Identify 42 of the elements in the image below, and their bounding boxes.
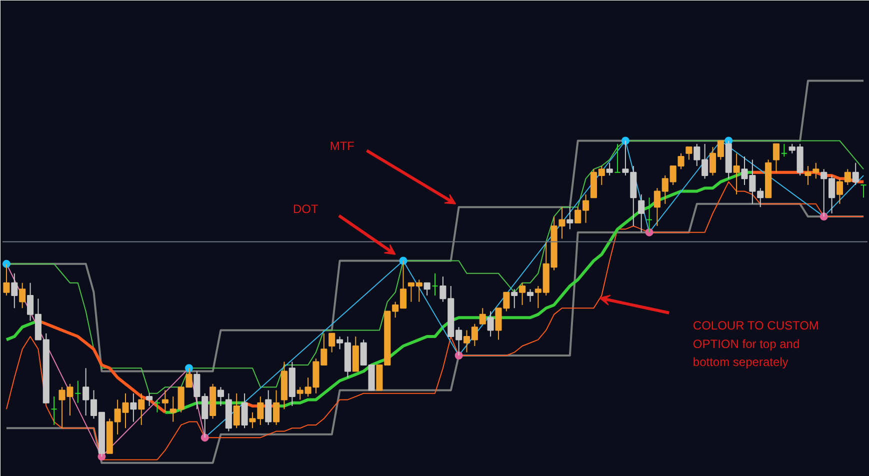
candlestick	[780, 143, 788, 158]
candlestick	[566, 206, 574, 230]
candlestick	[519, 282, 526, 306]
candlestick	[130, 392, 137, 422]
point	[820, 212, 828, 221]
candlestick	[772, 143, 780, 173]
candlestick	[432, 272, 438, 296]
candlestick	[146, 392, 153, 407]
candlestick	[273, 390, 280, 426]
candlestick	[241, 392, 248, 429]
point	[399, 256, 408, 265]
candlestick	[860, 184, 867, 198]
candlestick	[733, 152, 740, 195]
point	[621, 136, 630, 145]
candlestick	[852, 162, 859, 186]
candlestick	[479, 308, 486, 324]
candlestick	[606, 162, 613, 176]
candlestick	[217, 386, 224, 407]
candlestick	[19, 282, 26, 309]
point	[184, 364, 193, 372]
candlestick	[328, 332, 336, 353]
candlestick	[614, 143, 621, 173]
candlestick	[686, 146, 692, 160]
annotation: COLOUR TO CUSTOM OPTION for top and bottom seperately	[692, 318, 819, 370]
candlestick	[424, 282, 430, 296]
candlestick	[487, 310, 494, 338]
candlestick	[11, 272, 18, 309]
candlestick	[154, 399, 161, 413]
candlestick	[138, 392, 145, 426]
candlestick	[50, 396, 58, 426]
candlestick	[233, 392, 240, 429]
candlestick	[74, 380, 82, 404]
annotation: DOT	[292, 202, 319, 216]
annotation: MTF	[330, 138, 355, 153]
point	[454, 351, 463, 360]
point	[2, 260, 10, 268]
point	[200, 434, 209, 442]
candlestick	[511, 288, 518, 309]
candlestick	[265, 390, 272, 426]
candlestick	[638, 194, 645, 233]
candlestick	[526, 288, 534, 302]
candlestick	[162, 390, 168, 413]
